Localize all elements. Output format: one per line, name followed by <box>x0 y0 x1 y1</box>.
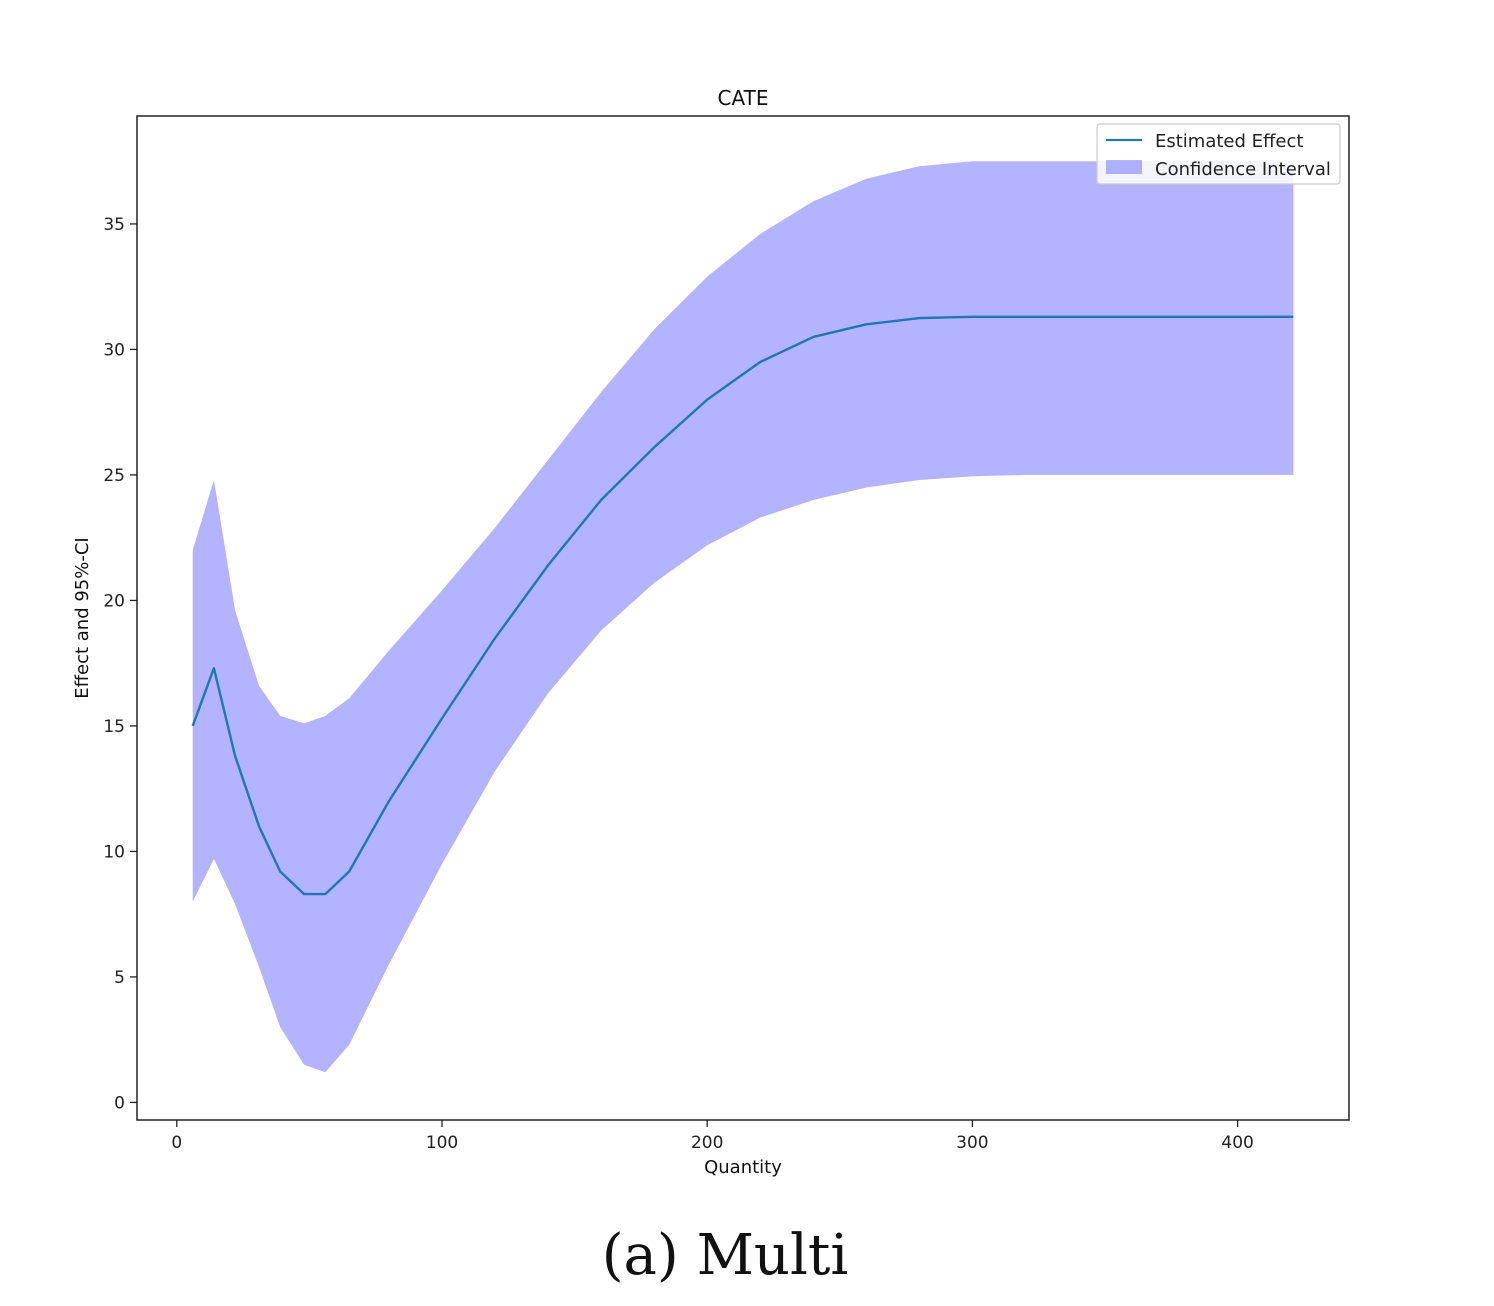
confidence-interval-band <box>192 161 1294 1073</box>
y-axis-label: Effect and 95%-CI <box>72 537 93 699</box>
x-tick-label: 100 <box>426 1133 458 1153</box>
x-axis-label: Quantity <box>704 1157 782 1178</box>
estimated-effect-line <box>191 315 1294 896</box>
x-tick-label: 0 <box>171 1133 182 1153</box>
y-tick-label: 15 <box>103 717 125 737</box>
y-tick-label: 0 <box>114 1093 125 1113</box>
figure-caption: (a) Multi <box>602 1223 849 1288</box>
x-axis: 0 100 200 300 400 <box>171 1120 1254 1153</box>
x-tick-label: 400 <box>1221 1133 1253 1153</box>
chart-title: CATE <box>718 86 769 110</box>
legend: Estimated Effect Confidence Interval <box>1096 123 1341 185</box>
plot-area <box>191 161 1294 1073</box>
y-tick-label: 35 <box>103 215 125 235</box>
axes-frame <box>136 115 1350 1121</box>
legend-label-estimated-effect: Estimated Effect <box>1155 131 1303 152</box>
legend-label-confidence-interval: Confidence Interval <box>1155 159 1331 180</box>
y-tick-label: 25 <box>103 466 125 486</box>
y-tick-label: 30 <box>103 340 125 360</box>
y-tick-label: 20 <box>103 591 125 611</box>
x-tick-label: 200 <box>691 1133 723 1153</box>
legend-box <box>1096 123 1341 185</box>
x-tick-label: 300 <box>956 1133 988 1153</box>
y-tick-label: 5 <box>114 968 125 988</box>
y-axis: 0 5 10 15 20 25 30 35 <box>103 215 137 1113</box>
legend-band-swatch <box>1106 160 1142 174</box>
y-tick-label: 10 <box>103 842 125 862</box>
